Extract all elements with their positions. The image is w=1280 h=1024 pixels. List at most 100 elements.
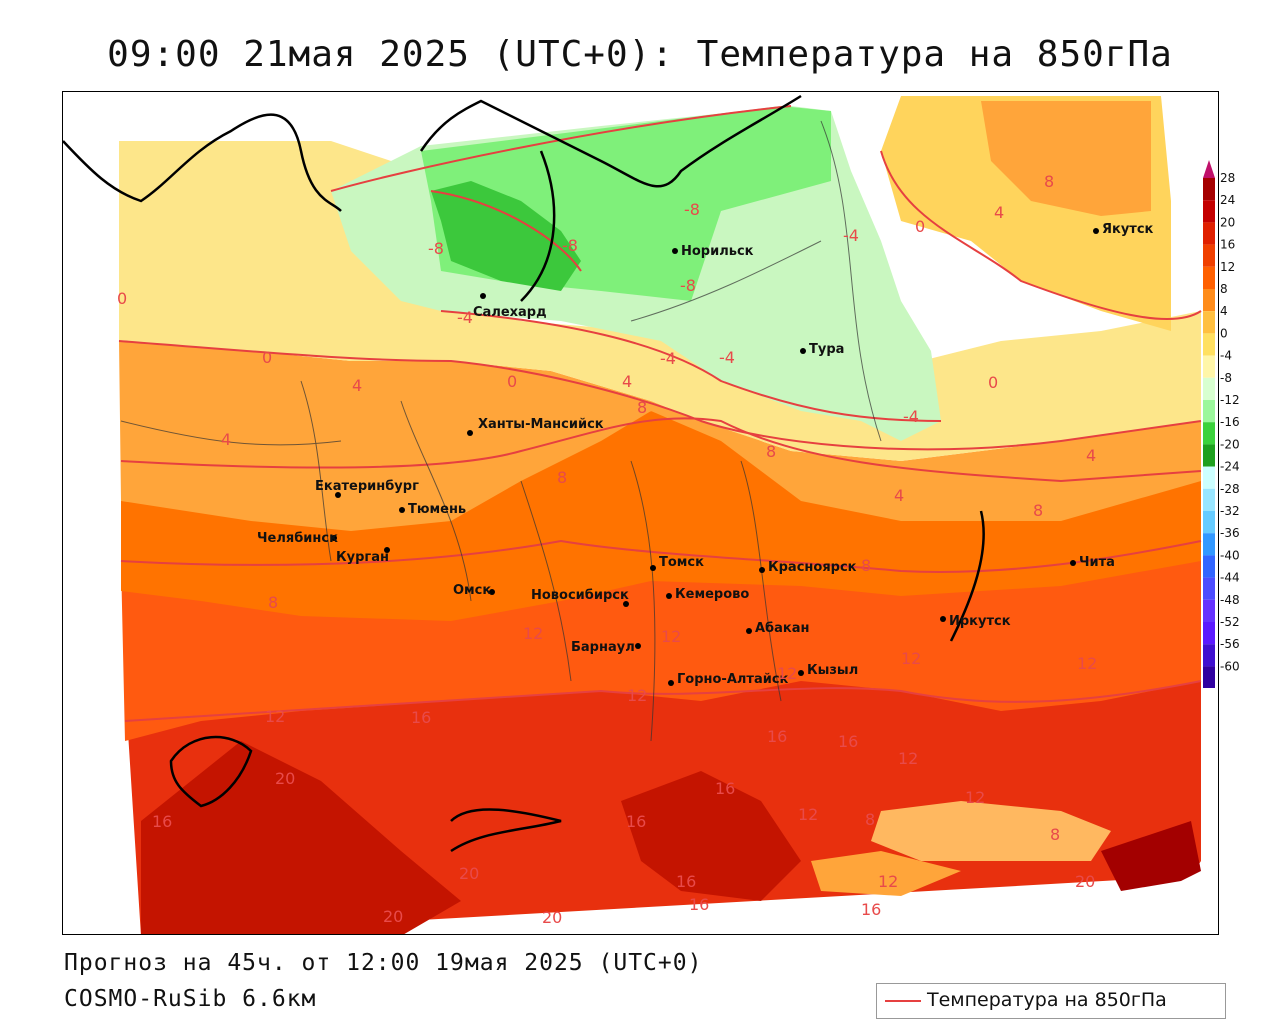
contour-label: 4 <box>221 430 231 449</box>
admin-borders <box>120 120 882 742</box>
contour-label: -4 <box>719 348 735 367</box>
contour-label: 20 <box>275 769 295 788</box>
city-label-gorno-altaysk: Горно-Алтайск <box>677 672 789 687</box>
colorbar-swatch <box>1203 244 1215 267</box>
contour-label: 12 <box>1077 654 1097 673</box>
contour-label: 12 <box>777 664 797 683</box>
contour-label: 8 <box>268 593 278 612</box>
colorbar-tick-label: -44 <box>1220 571 1240 585</box>
temperature-zone-se-cool-2 <box>811 851 961 896</box>
colorbar-swatch <box>1203 488 1215 511</box>
contour-label: 12 <box>898 749 918 768</box>
city-label-yekaterinburg: Екатеринбург <box>315 479 419 494</box>
legend-line-swatch <box>885 1000 921 1002</box>
contour-label: 4 <box>622 372 632 391</box>
city-dot-chelyabinsk <box>331 535 337 541</box>
colorbar-swatch <box>1203 644 1215 667</box>
city-label-barnaul: Барнаул <box>571 640 635 655</box>
colorbar-tick-label: -56 <box>1220 637 1240 651</box>
colorbar-tick-label: -24 <box>1220 460 1240 474</box>
contour-label: 8 <box>766 442 776 461</box>
city-label-abakan: Абакан <box>755 621 810 636</box>
colorbar-swatch <box>1203 577 1215 600</box>
map-title: 09:00 21мая 2025 (UTC+0): Температура на… <box>107 34 1173 75</box>
city-label-chita: Чита <box>1079 555 1115 570</box>
colorbar-swatch <box>1203 622 1215 645</box>
contour-label: 8 <box>637 398 647 417</box>
colorbar-swatch <box>1203 444 1215 467</box>
contour-label: 12 <box>901 649 921 668</box>
colorbar-swatch <box>1203 289 1215 312</box>
contour-label: 4 <box>1086 446 1096 465</box>
contour-label: 12 <box>798 805 818 824</box>
contour-label: 12 <box>523 624 543 643</box>
city-label-norilsk: Норильск <box>681 244 754 259</box>
city-dot-tura <box>800 348 806 354</box>
city-label-kurgan: Курган <box>336 550 389 565</box>
colorbar-tick-label: -20 <box>1220 437 1240 451</box>
temperature-zone-ne-hot <box>981 101 1151 216</box>
contour-label: -8 <box>684 200 700 219</box>
colorbar-swatch <box>1203 466 1215 489</box>
colorbar-tick-label: -4 <box>1220 349 1232 363</box>
city-label-tyumen: Тюмень <box>408 502 466 517</box>
temperature-zone-8-12 <box>121 411 1201 621</box>
contour-label: 8 <box>861 556 871 575</box>
colorbar-swatch <box>1203 555 1215 578</box>
city-dot-tyumen <box>399 507 405 513</box>
colorbar-tick-label: -8 <box>1220 371 1232 385</box>
contour-label: 16 <box>411 708 431 727</box>
forecast-info: Прогноз на 45ч. от 12:00 19мая 2025 (UTC… <box>64 950 703 976</box>
contour-label: 8 <box>1044 172 1054 191</box>
city-dot-gorno-altaysk <box>668 680 674 686</box>
colorbar-swatch <box>1203 599 1215 622</box>
contour-label: 12 <box>661 627 681 646</box>
colorbar-swatch <box>1203 178 1215 201</box>
city-dot-kemerovo <box>666 593 672 599</box>
colorbar-swatch <box>1203 333 1215 356</box>
contour-label: 0 <box>262 348 272 367</box>
contour-label: 8 <box>1033 501 1043 520</box>
colorbar-tick-label: 12 <box>1220 260 1235 274</box>
colorbar-top-arrow <box>1203 160 1215 178</box>
city-dot-abakan <box>746 628 752 634</box>
city-label-kemerovo: Кемерово <box>675 587 749 602</box>
city-label-novosibirsk: Новосибирск <box>531 588 629 603</box>
city-dot-chita <box>1070 560 1076 566</box>
colorbar-swatch <box>1203 266 1215 289</box>
colorbar-swatch <box>1203 422 1215 445</box>
city-dot-irkutsk <box>940 616 946 622</box>
colorbar-swatch <box>1203 377 1215 400</box>
colorbar-tick-label: 8 <box>1220 282 1228 296</box>
city-dot-norilsk <box>672 248 678 254</box>
temperature-colorbar: 28 24 20 16 12 8 4 0 -4 -8 -12 -16 -20 -24 -28 -32 -36 -4… <box>1201 158 1279 707</box>
contour-label: 12 <box>627 686 647 705</box>
temperature-zone-minus12-minus8 <box>431 181 581 291</box>
contour-value-labels: 8 4 0 -8 -8 -8 -4 -8 -4 0 0 4 0 -4 -4 4 … <box>117 172 1097 927</box>
city-label-khanty-mansiysk: Ханты-Мансийск <box>478 417 604 432</box>
temperature-contours <box>118 105 1202 722</box>
model-name: COSMO-RuSib 6.6км <box>64 986 317 1012</box>
contour-label: 12 <box>878 872 898 891</box>
city-dot-barnaul <box>635 643 641 649</box>
city-markers: Салехард Норильск Тура Якутск Ханты-Манс… <box>257 222 1154 687</box>
city-dot-khanty-mansiysk <box>467 430 473 436</box>
colorbar-tick-label: 28 <box>1220 171 1235 185</box>
temperature-zone-se-cool <box>871 801 1111 861</box>
contour-label: -4 <box>843 226 859 245</box>
city-label-tura: Тура <box>809 342 844 357</box>
legend-label: Температура на 850гПа <box>927 989 1167 1011</box>
city-dot-tomsk <box>650 565 656 571</box>
colorbar-swatch <box>1203 666 1215 689</box>
contour-label: -8 <box>428 239 444 258</box>
city-label-tomsk: Томск <box>659 555 704 570</box>
colorbar-tick-label: -40 <box>1220 548 1240 562</box>
map-legend: Температура на 850гПа <box>876 983 1226 1019</box>
city-dot-yekaterinburg <box>335 492 341 498</box>
colorbar-swatch <box>1203 200 1215 223</box>
temperature-zone-20-24-c <box>1101 821 1201 891</box>
colorbar-tick-label: -32 <box>1220 504 1240 518</box>
colorbar-tick-label: 0 <box>1220 326 1228 340</box>
contour-label: -4 <box>660 349 676 368</box>
contour-label: 20 <box>459 864 479 883</box>
